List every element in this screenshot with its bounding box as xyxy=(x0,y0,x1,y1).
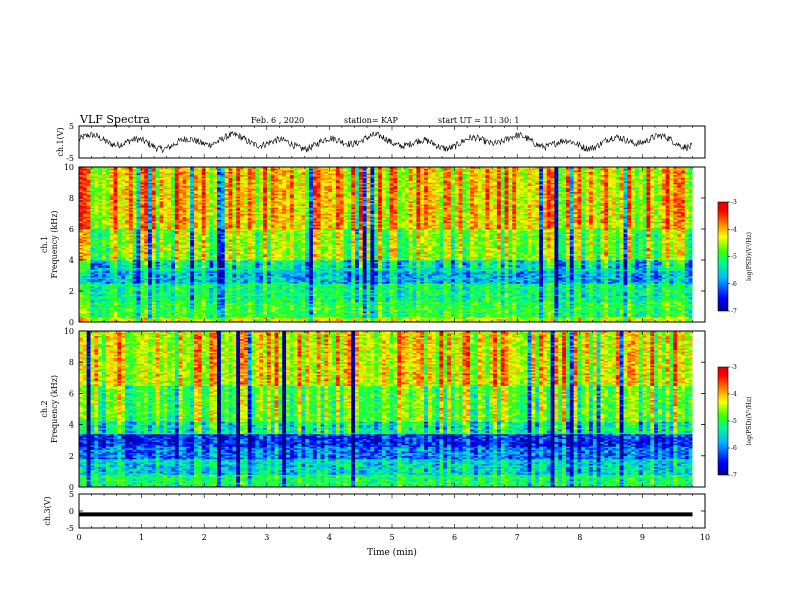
ch1-wave-ylabel: ch.1(V) xyxy=(56,127,65,156)
ch1-wave-y-tick-label: -5 xyxy=(66,154,74,163)
vlf-spectra-figure: 5-5ch.1(V) 0246810ch.1 Frequency (kHz) 02… xyxy=(0,0,792,612)
ch1-waveform-panel: 5 -5ch.1(V) xyxy=(56,122,705,163)
panel-frame xyxy=(79,126,705,158)
ch1-wave-y-tick-label: 5 xyxy=(69,122,74,131)
spectrogram-image xyxy=(79,167,693,322)
ch1-waveform-line xyxy=(79,132,692,153)
